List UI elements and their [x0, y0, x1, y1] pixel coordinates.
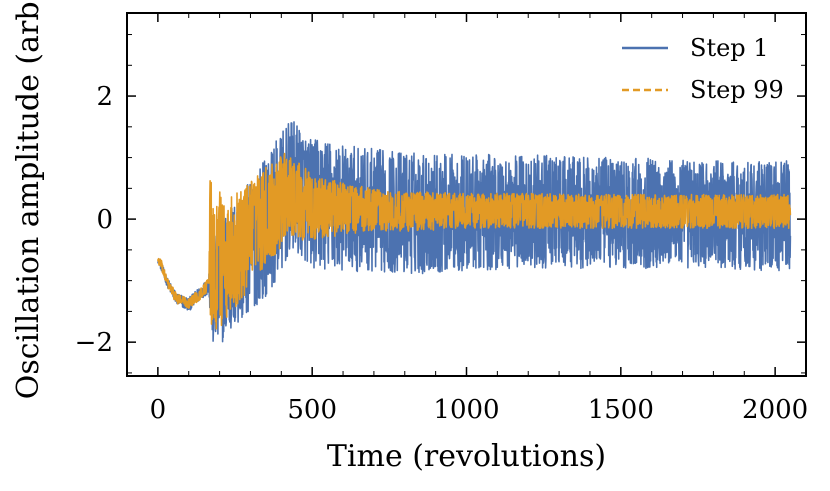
ticks-layer	[126, 13, 807, 376]
series-line-step-99	[157, 152, 792, 330]
tick-labels-layer: 0 500 1000 1500 2000 −2 0 2	[75, 82, 809, 425]
legend-label-step-99: Step 99	[690, 76, 784, 104]
x-axis-label: Time (revolutions)	[327, 439, 606, 474]
x-tick-label: 2000	[742, 395, 808, 425]
x-tick-label: 0	[150, 395, 167, 425]
y-tick-label: 0	[96, 205, 113, 235]
x-tick-label: 1500	[588, 395, 654, 425]
series-layer	[157, 121, 792, 343]
y-tick-label: 2	[96, 82, 113, 112]
legend-label-step-1: Step 1	[690, 34, 769, 62]
x-tick-label: 1000	[433, 395, 499, 425]
y-axis-label: Oscillation amplitude (arb)	[11, 0, 46, 399]
y-tick-label: −2	[75, 328, 113, 358]
x-tick-label: 500	[287, 395, 337, 425]
legend: Step 1 Step 99	[622, 34, 784, 104]
